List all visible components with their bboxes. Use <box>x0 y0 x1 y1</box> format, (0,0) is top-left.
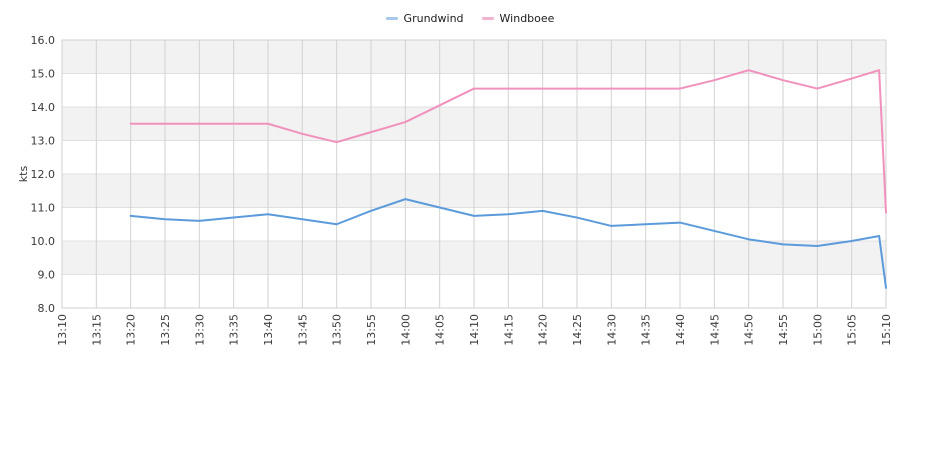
svg-text:14:00: 14:00 <box>399 314 412 346</box>
grundwind-line <box>129 198 887 289</box>
svg-text:13:30: 13:30 <box>193 314 206 346</box>
svg-text:13:20: 13:20 <box>125 314 138 346</box>
svg-text:11.0: 11.0 <box>31 202 56 215</box>
svg-text:14.0: 14.0 <box>31 101 56 114</box>
svg-text:9.0: 9.0 <box>38 269 56 282</box>
y-tick-labels: 16.0 15.0 14.0 13.0 12.0 11.0 10.0 9.0 8.0 <box>31 34 56 315</box>
svg-text:15:00: 15:00 <box>811 314 824 346</box>
svg-text:15:10: 15:10 <box>880 314 893 346</box>
x-tick-labels: 13:10 13:15 13:20 13:25 13:30 13:35 13:40 13:45… <box>56 314 893 346</box>
svg-text:13:55: 13:55 <box>365 314 378 346</box>
svg-text:10.0: 10.0 <box>31 235 56 248</box>
svg-text:15:05: 15:05 <box>846 314 859 346</box>
windboee-line-swatch-icon <box>481 17 494 20</box>
svg-text:14:05: 14:05 <box>434 314 447 346</box>
svg-text:15.0: 15.0 <box>31 68 56 81</box>
svg-text:13:15: 13:15 <box>90 314 103 346</box>
svg-text:8.0: 8.0 <box>38 302 56 315</box>
svg-text:14:50: 14:50 <box>743 314 756 346</box>
svg-text:13:35: 13:35 <box>228 314 241 346</box>
svg-text:14:45: 14:45 <box>708 314 721 346</box>
svg-text:13:10: 13:10 <box>56 314 69 346</box>
legend-label-grundwind: Grundwind <box>403 12 464 25</box>
chart-legend: Grundwind Windboee <box>0 12 940 25</box>
svg-text:14:40: 14:40 <box>674 314 687 346</box>
svg-text:13:40: 13:40 <box>262 314 275 346</box>
plot-border <box>61 39 887 309</box>
svg-text:12.0: 12.0 <box>31 168 56 181</box>
svg-text:13.0: 13.0 <box>31 135 56 148</box>
svg-text:14:35: 14:35 <box>640 314 653 346</box>
svg-text:13:45: 13:45 <box>296 314 309 346</box>
svg-text:13:25: 13:25 <box>159 314 172 346</box>
y-axis-label: kts <box>17 166 30 183</box>
svg-text:14:10: 14:10 <box>468 314 481 346</box>
legend-label-windboee: Windboee <box>499 12 555 25</box>
svg-text:16.0: 16.0 <box>31 34 56 47</box>
svg-text:14:15: 14:15 <box>502 314 515 346</box>
grundwind-line-swatch-icon <box>385 17 398 20</box>
svg-text:14:55: 14:55 <box>777 314 790 346</box>
windboee-line <box>129 69 887 214</box>
svg-text:13:50: 13:50 <box>331 314 344 346</box>
svg-text:14:30: 14:30 <box>605 314 618 346</box>
legend-item-windboee[interactable]: Windboee <box>481 12 555 25</box>
svg-text:14:20: 14:20 <box>537 314 550 346</box>
legend-item-grundwind[interactable]: Grundwind <box>385 12 464 25</box>
svg-text:14:25: 14:25 <box>571 314 584 346</box>
